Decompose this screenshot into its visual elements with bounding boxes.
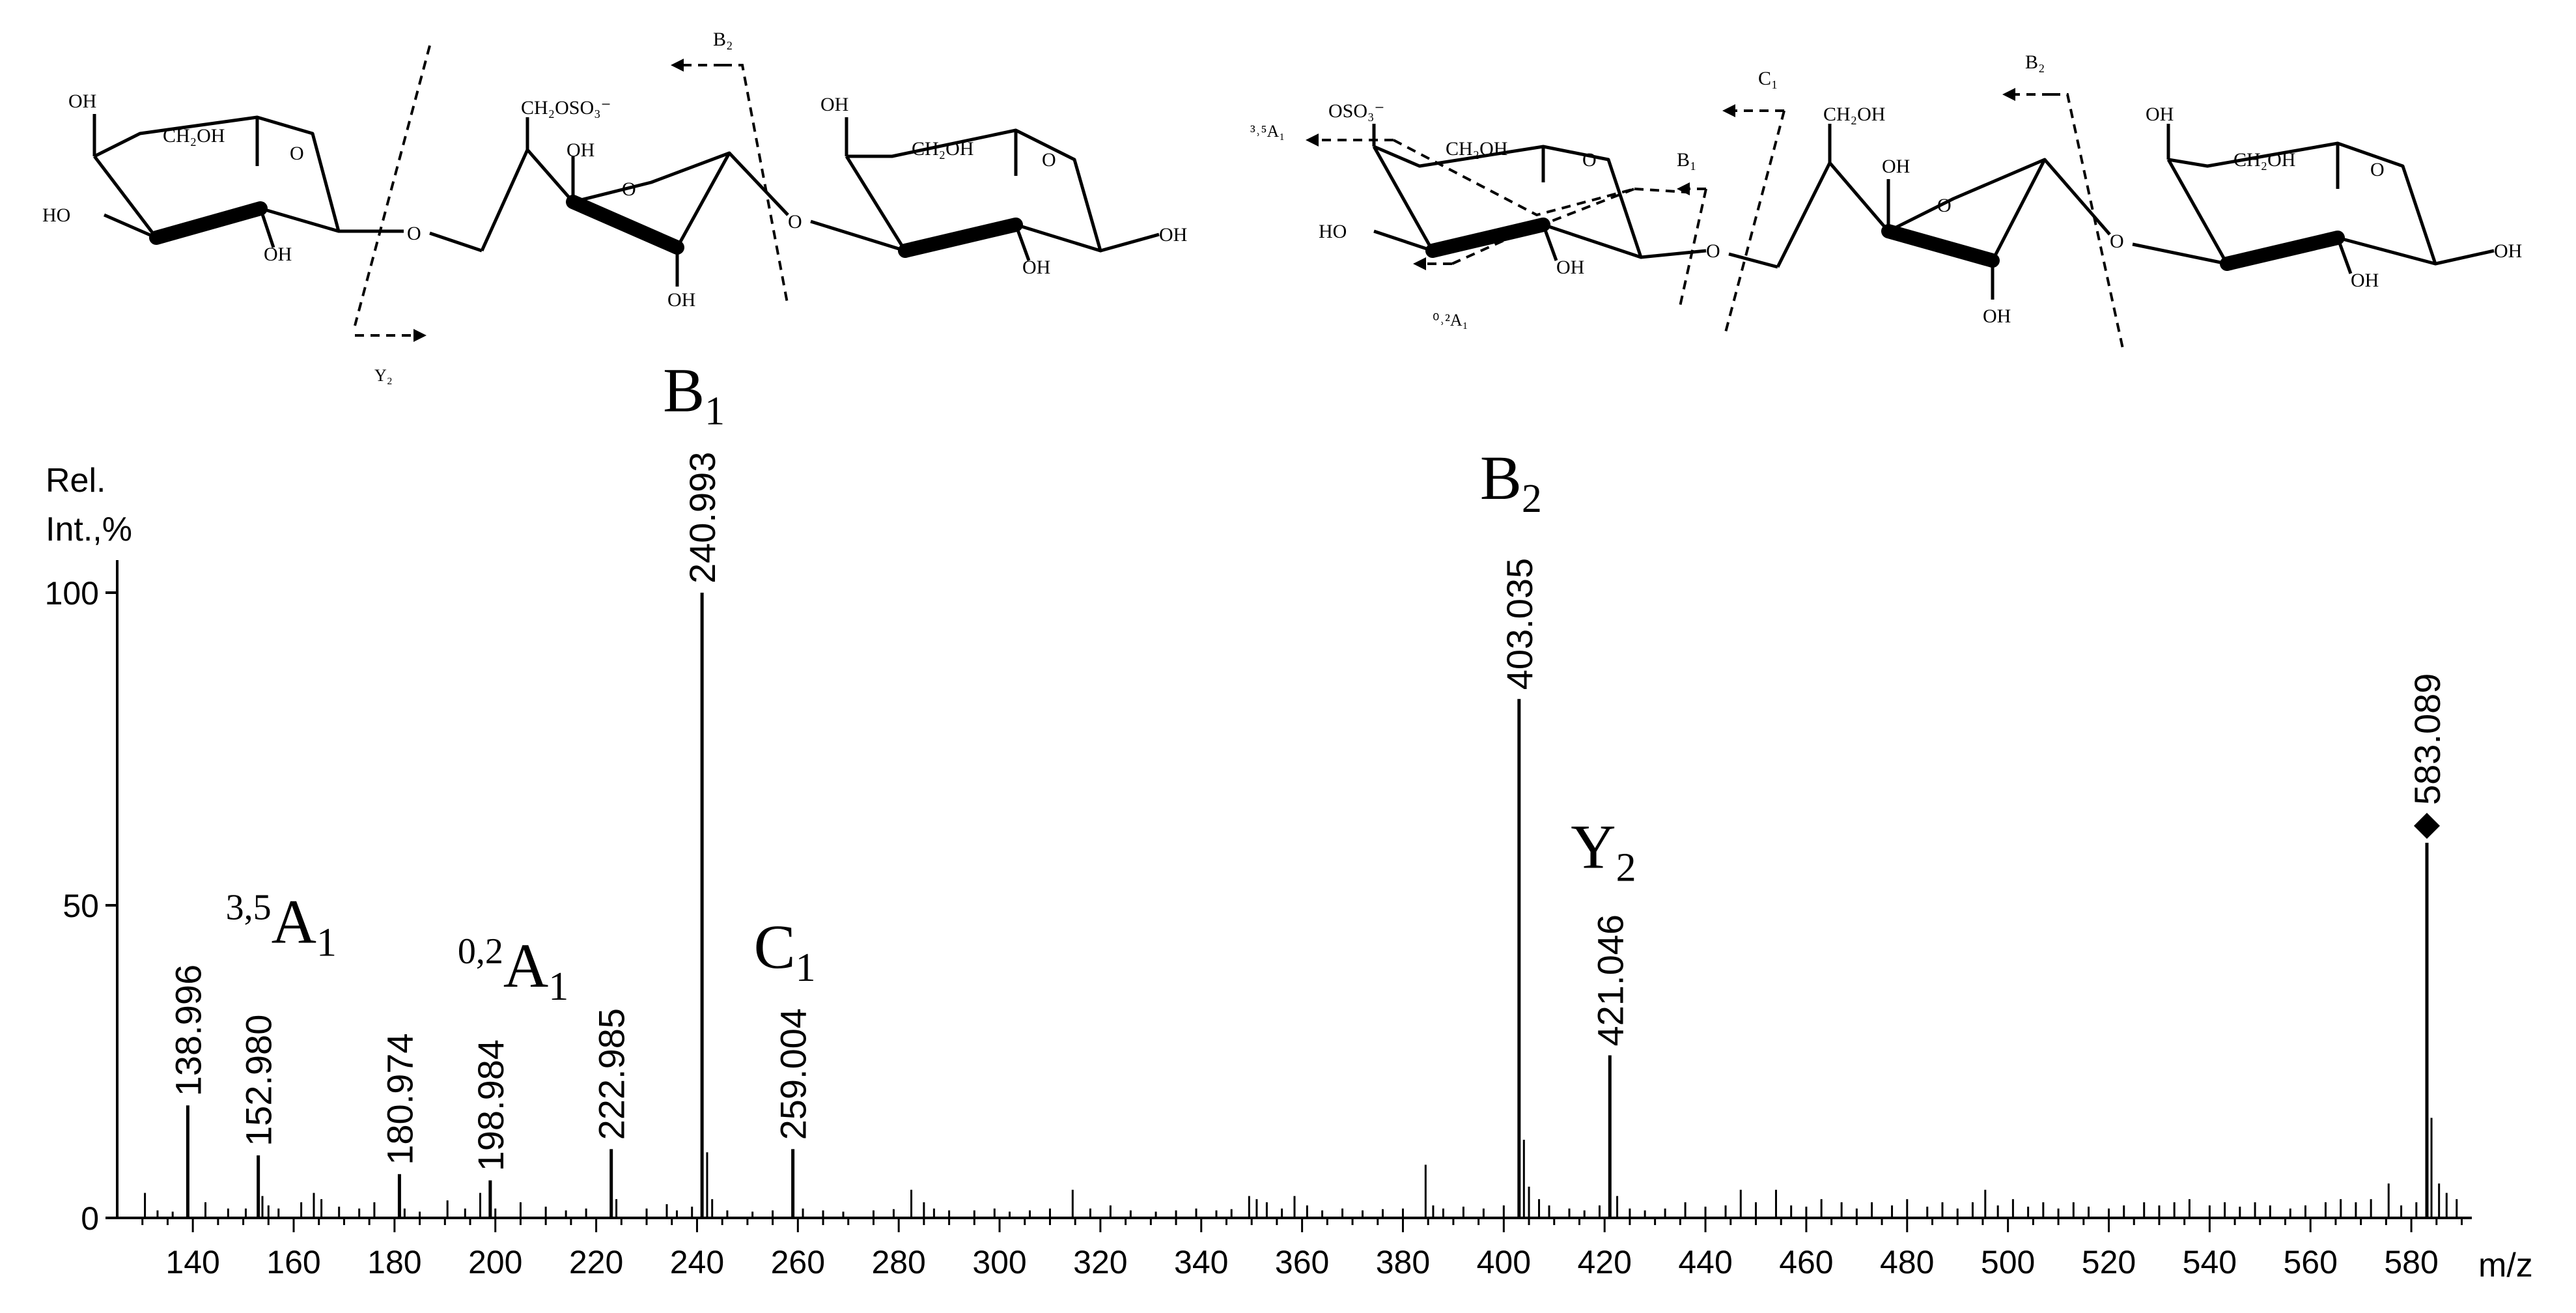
x-tick-label-300: 300 — [972, 1244, 1026, 1280]
left-molecule: OH CH₂OH HO OH O O CH₂OSO₃⁻ OH O OH O OH… — [42, 29, 1187, 385]
peak-label-180.974: 180.974 — [379, 1033, 420, 1165]
right-molecule: OSO₃⁻ CH₂OH HO OH O O CH₂OH OH O OH O OH… — [1250, 51, 2522, 349]
x-tick-label-220: 220 — [569, 1244, 623, 1280]
peak-label-240.993: 240.993 — [682, 452, 723, 584]
x-tick-label-580: 580 — [2384, 1244, 2438, 1280]
left-r1-ho: HO — [42, 205, 70, 226]
left-link2-o: O — [788, 211, 802, 233]
left-r2-o: O — [622, 178, 636, 200]
x-axis-label: m/z — [2478, 1247, 2533, 1284]
x-ticks: 140 160 180 200 220 240 260 280 300 320 340 360 380 4… — [141, 1218, 2463, 1280]
mass-spectrum: Rel. Int.,% m/z 0 50 100 140 160 180 200 220 24… — [45, 356, 2533, 1284]
x-tick-label-340: 340 — [1174, 1244, 1228, 1280]
right-r1-o: O — [1582, 149, 1597, 171]
ion-label-B2: B2 — [1480, 443, 1542, 521]
right-r2-ch2oh: CH₂OH — [1823, 104, 1885, 125]
left-r2-oh-bottom: OH — [667, 289, 695, 311]
right-r2-oh-top: OH — [1882, 156, 1910, 177]
ion-label-0,2-A1: 0,2A1 — [458, 931, 568, 1009]
peak-label-259.004: 259.004 — [773, 1008, 814, 1140]
left-r1-oh-top: OH — [68, 91, 96, 112]
right-r1-oh-bottom: OH — [1556, 257, 1584, 278]
x-tick-label-240: 240 — [670, 1244, 724, 1280]
ion-label-3,5-A1: 3,5A1 — [226, 887, 337, 965]
x-tick-label-160: 160 — [266, 1244, 320, 1280]
x-tick-label-440: 440 — [1678, 1244, 1732, 1280]
ion-label-C1: C1 — [754, 912, 816, 990]
y-tick-label-50: 50 — [63, 888, 99, 924]
x-tick-label-260: 260 — [771, 1244, 825, 1280]
right-r2-oh-bottom: OH — [1983, 305, 2011, 327]
right-cleavage-02a1-label: ⁰˒²A₁ — [1433, 311, 1468, 330]
right-r3-o: O — [2370, 159, 2385, 180]
peak-label-152.980: 152.980 — [238, 1015, 279, 1146]
x-tick-label-380: 380 — [1376, 1244, 1430, 1280]
x-tick-label-320: 320 — [1073, 1244, 1127, 1280]
left-r3-ch2oh: CH₂OH — [912, 138, 973, 160]
right-r3-oh-bottom: OH — [2351, 270, 2379, 291]
x-tick-label-180: 180 — [367, 1244, 421, 1280]
right-r1-oso3: OSO₃⁻ — [1328, 100, 1384, 122]
right-link1-o: O — [1706, 240, 1720, 262]
peak-label-138.996: 138.996 — [167, 965, 208, 1096]
peak-label-222.985: 222.985 — [591, 1008, 632, 1140]
x-tick-label-140: 140 — [165, 1244, 219, 1280]
left-r1-ch2oh: CH₂OH — [163, 125, 225, 147]
left-link1-o: O — [407, 223, 421, 244]
ion-label-Y2: Y2 — [1571, 812, 1636, 890]
peak-label-583.089: 583.089 — [2407, 673, 2448, 805]
right-cleavage-b2-label: B₂ — [2025, 51, 2045, 73]
left-r1-o: O — [290, 143, 304, 164]
left-r1-oh-bottom: OH — [264, 244, 292, 265]
x-tick-label-200: 200 — [468, 1244, 522, 1280]
y-axis-label-line2: Int.,% — [46, 511, 132, 548]
right-cleavage-c1-label: C₁ — [1758, 68, 1778, 89]
x-tick-label-280: 280 — [871, 1244, 925, 1280]
right-r1-ho: HO — [1319, 221, 1347, 242]
y-ticks: 0 50 100 — [45, 575, 117, 1237]
left-cleavage-b2-label: B₂ — [713, 29, 733, 50]
y-tick-label-0: 0 — [81, 1200, 99, 1237]
peak-label-403.035: 403.035 — [1499, 558, 1540, 690]
left-r3-oh-top: OH — [820, 94, 848, 115]
left-r2-oh-top: OH — [567, 139, 595, 161]
left-r2-ch2oso3: CH₂OSO₃⁻ — [521, 97, 611, 119]
right-cleavage-b1-label: B₁ — [1677, 149, 1696, 171]
right-link2-o: O — [2110, 231, 2124, 252]
x-tick-label-420: 420 — [1577, 1244, 1631, 1280]
right-r1-ch2oh: CH₂OH — [1446, 138, 1507, 160]
right-cleavage-35a1-label: ³˒⁵A₁ — [1250, 122, 1285, 141]
left-cleavage-y2-label: Y₂ — [374, 366, 393, 385]
left-r3-oh-bottom: OH — [1022, 257, 1050, 278]
y-axis-label-line1: Rel. — [46, 462, 105, 500]
x-tick-label-460: 460 — [1779, 1244, 1833, 1280]
labeled-peaks: 138.996 152.980 180.974 198.984 222.985 240.9… — [167, 452, 2448, 1218]
x-tick-label-400: 400 — [1477, 1244, 1531, 1280]
right-r2-o: O — [1937, 195, 1952, 216]
x-tick-label-520: 520 — [2082, 1244, 2136, 1280]
right-r3-oh-top: OH — [2146, 104, 2174, 125]
peak-label-421.046: 421.046 — [1589, 914, 1631, 1046]
x-tick-label-480: 480 — [1880, 1244, 1934, 1280]
x-tick-label-540: 540 — [2183, 1244, 2237, 1280]
x-tick-label-560: 560 — [2284, 1244, 2338, 1280]
ion-label-B1: B1 — [663, 356, 725, 434]
y-tick-label-100: 100 — [45, 575, 99, 612]
x-tick-label-360: 360 — [1275, 1244, 1329, 1280]
ion-labels: 3,5A1 0,2A1 C1 B1 B2 Y2 — [226, 356, 1636, 1009]
left-r3-oh-right: OH — [1159, 224, 1187, 246]
left-r3-o: O — [1042, 149, 1056, 171]
right-r3-oh-right: OH — [2494, 240, 2522, 262]
precursor-marker — [2414, 813, 2441, 839]
right-r3-ch2oh: CH₂OH — [2233, 149, 2295, 171]
peak-label-198.984: 198.984 — [470, 1039, 511, 1171]
x-tick-label-500: 500 — [1981, 1244, 2035, 1280]
minor-peaks — [144, 1118, 2458, 1218]
